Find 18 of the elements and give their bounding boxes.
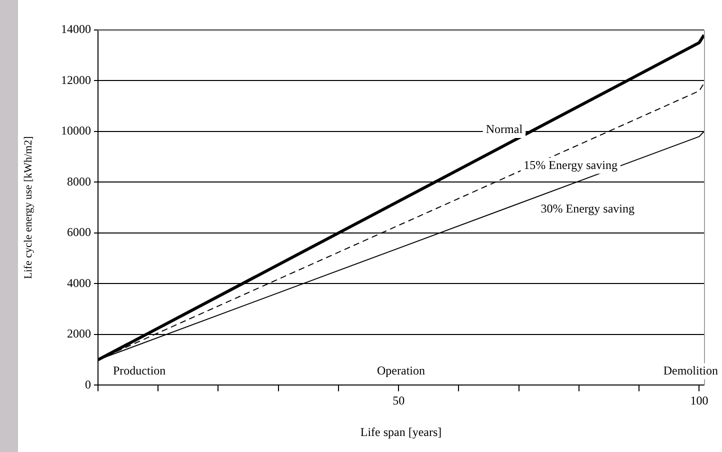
y-tick-label: 2000	[67, 326, 91, 341]
y-tick-label: 14000	[61, 22, 91, 36]
y-tick-label: 12000	[61, 72, 91, 87]
series-label: 30% Energy saving	[540, 202, 635, 216]
y-tick-label: 0	[85, 377, 91, 392]
y-axis-title: Life cycle energy use [kWh/m2]	[22, 136, 34, 279]
annotation: Demolition	[663, 363, 718, 378]
x-tick-label: 100	[690, 394, 708, 408]
series-label: Normal	[486, 122, 524, 136]
y-tick-label: 4000	[67, 276, 91, 290]
annotation: Operation	[377, 363, 425, 378]
x-tick-label: 50	[392, 394, 405, 408]
y-tick-label: 6000	[67, 225, 91, 240]
y-tick-label: 8000	[67, 174, 91, 188]
y-tick-label: 10000	[61, 124, 91, 138]
annotation: Production	[112, 363, 166, 378]
x-axis-title: Life span [years]	[360, 424, 442, 439]
series-label: 15% Energy saving	[524, 158, 618, 172]
